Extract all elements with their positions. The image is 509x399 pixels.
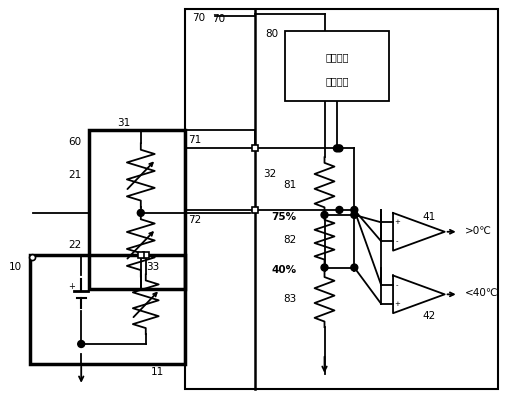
Bar xyxy=(251,145,258,151)
Text: 参考电压: 参考电压 xyxy=(325,53,348,63)
Text: 83: 83 xyxy=(283,294,296,304)
Circle shape xyxy=(335,145,342,152)
Circle shape xyxy=(30,255,36,261)
Text: 33: 33 xyxy=(146,261,159,272)
Text: -: - xyxy=(395,282,398,288)
Text: 75%: 75% xyxy=(271,212,296,222)
Text: 70: 70 xyxy=(212,14,225,24)
Bar xyxy=(30,255,185,364)
Text: +: + xyxy=(68,282,75,291)
Circle shape xyxy=(335,206,342,213)
Text: 80: 80 xyxy=(265,29,278,39)
Bar xyxy=(284,31,388,101)
Bar xyxy=(89,130,185,289)
Text: 11: 11 xyxy=(151,367,164,377)
Text: 71: 71 xyxy=(188,135,202,145)
Text: +: + xyxy=(393,219,399,225)
Text: 72: 72 xyxy=(188,215,202,225)
Text: 31: 31 xyxy=(117,118,130,128)
Text: 40%: 40% xyxy=(271,265,296,275)
Circle shape xyxy=(137,209,144,216)
Bar xyxy=(185,9,497,389)
Text: 42: 42 xyxy=(422,311,435,321)
Text: 82: 82 xyxy=(283,235,296,245)
Text: 32: 32 xyxy=(263,169,276,179)
Text: 41: 41 xyxy=(422,212,435,222)
Text: <40℃: <40℃ xyxy=(464,288,497,298)
Circle shape xyxy=(350,206,357,213)
Bar xyxy=(143,252,149,258)
Circle shape xyxy=(350,211,357,218)
Text: 10: 10 xyxy=(9,261,21,272)
Circle shape xyxy=(320,264,327,271)
Circle shape xyxy=(77,340,84,348)
Circle shape xyxy=(350,264,357,271)
Bar xyxy=(137,252,144,258)
Circle shape xyxy=(320,211,327,218)
Text: 22: 22 xyxy=(68,240,81,250)
Text: 70: 70 xyxy=(192,13,205,23)
Text: 60: 60 xyxy=(68,137,81,147)
Text: +: + xyxy=(393,301,399,307)
Text: 21: 21 xyxy=(68,170,81,180)
Text: -: - xyxy=(395,238,398,244)
Text: >0℃: >0℃ xyxy=(464,226,491,236)
Circle shape xyxy=(333,145,340,152)
Text: 81: 81 xyxy=(283,180,296,190)
Bar xyxy=(251,207,258,213)
Text: 生成模块: 生成模块 xyxy=(325,76,348,86)
